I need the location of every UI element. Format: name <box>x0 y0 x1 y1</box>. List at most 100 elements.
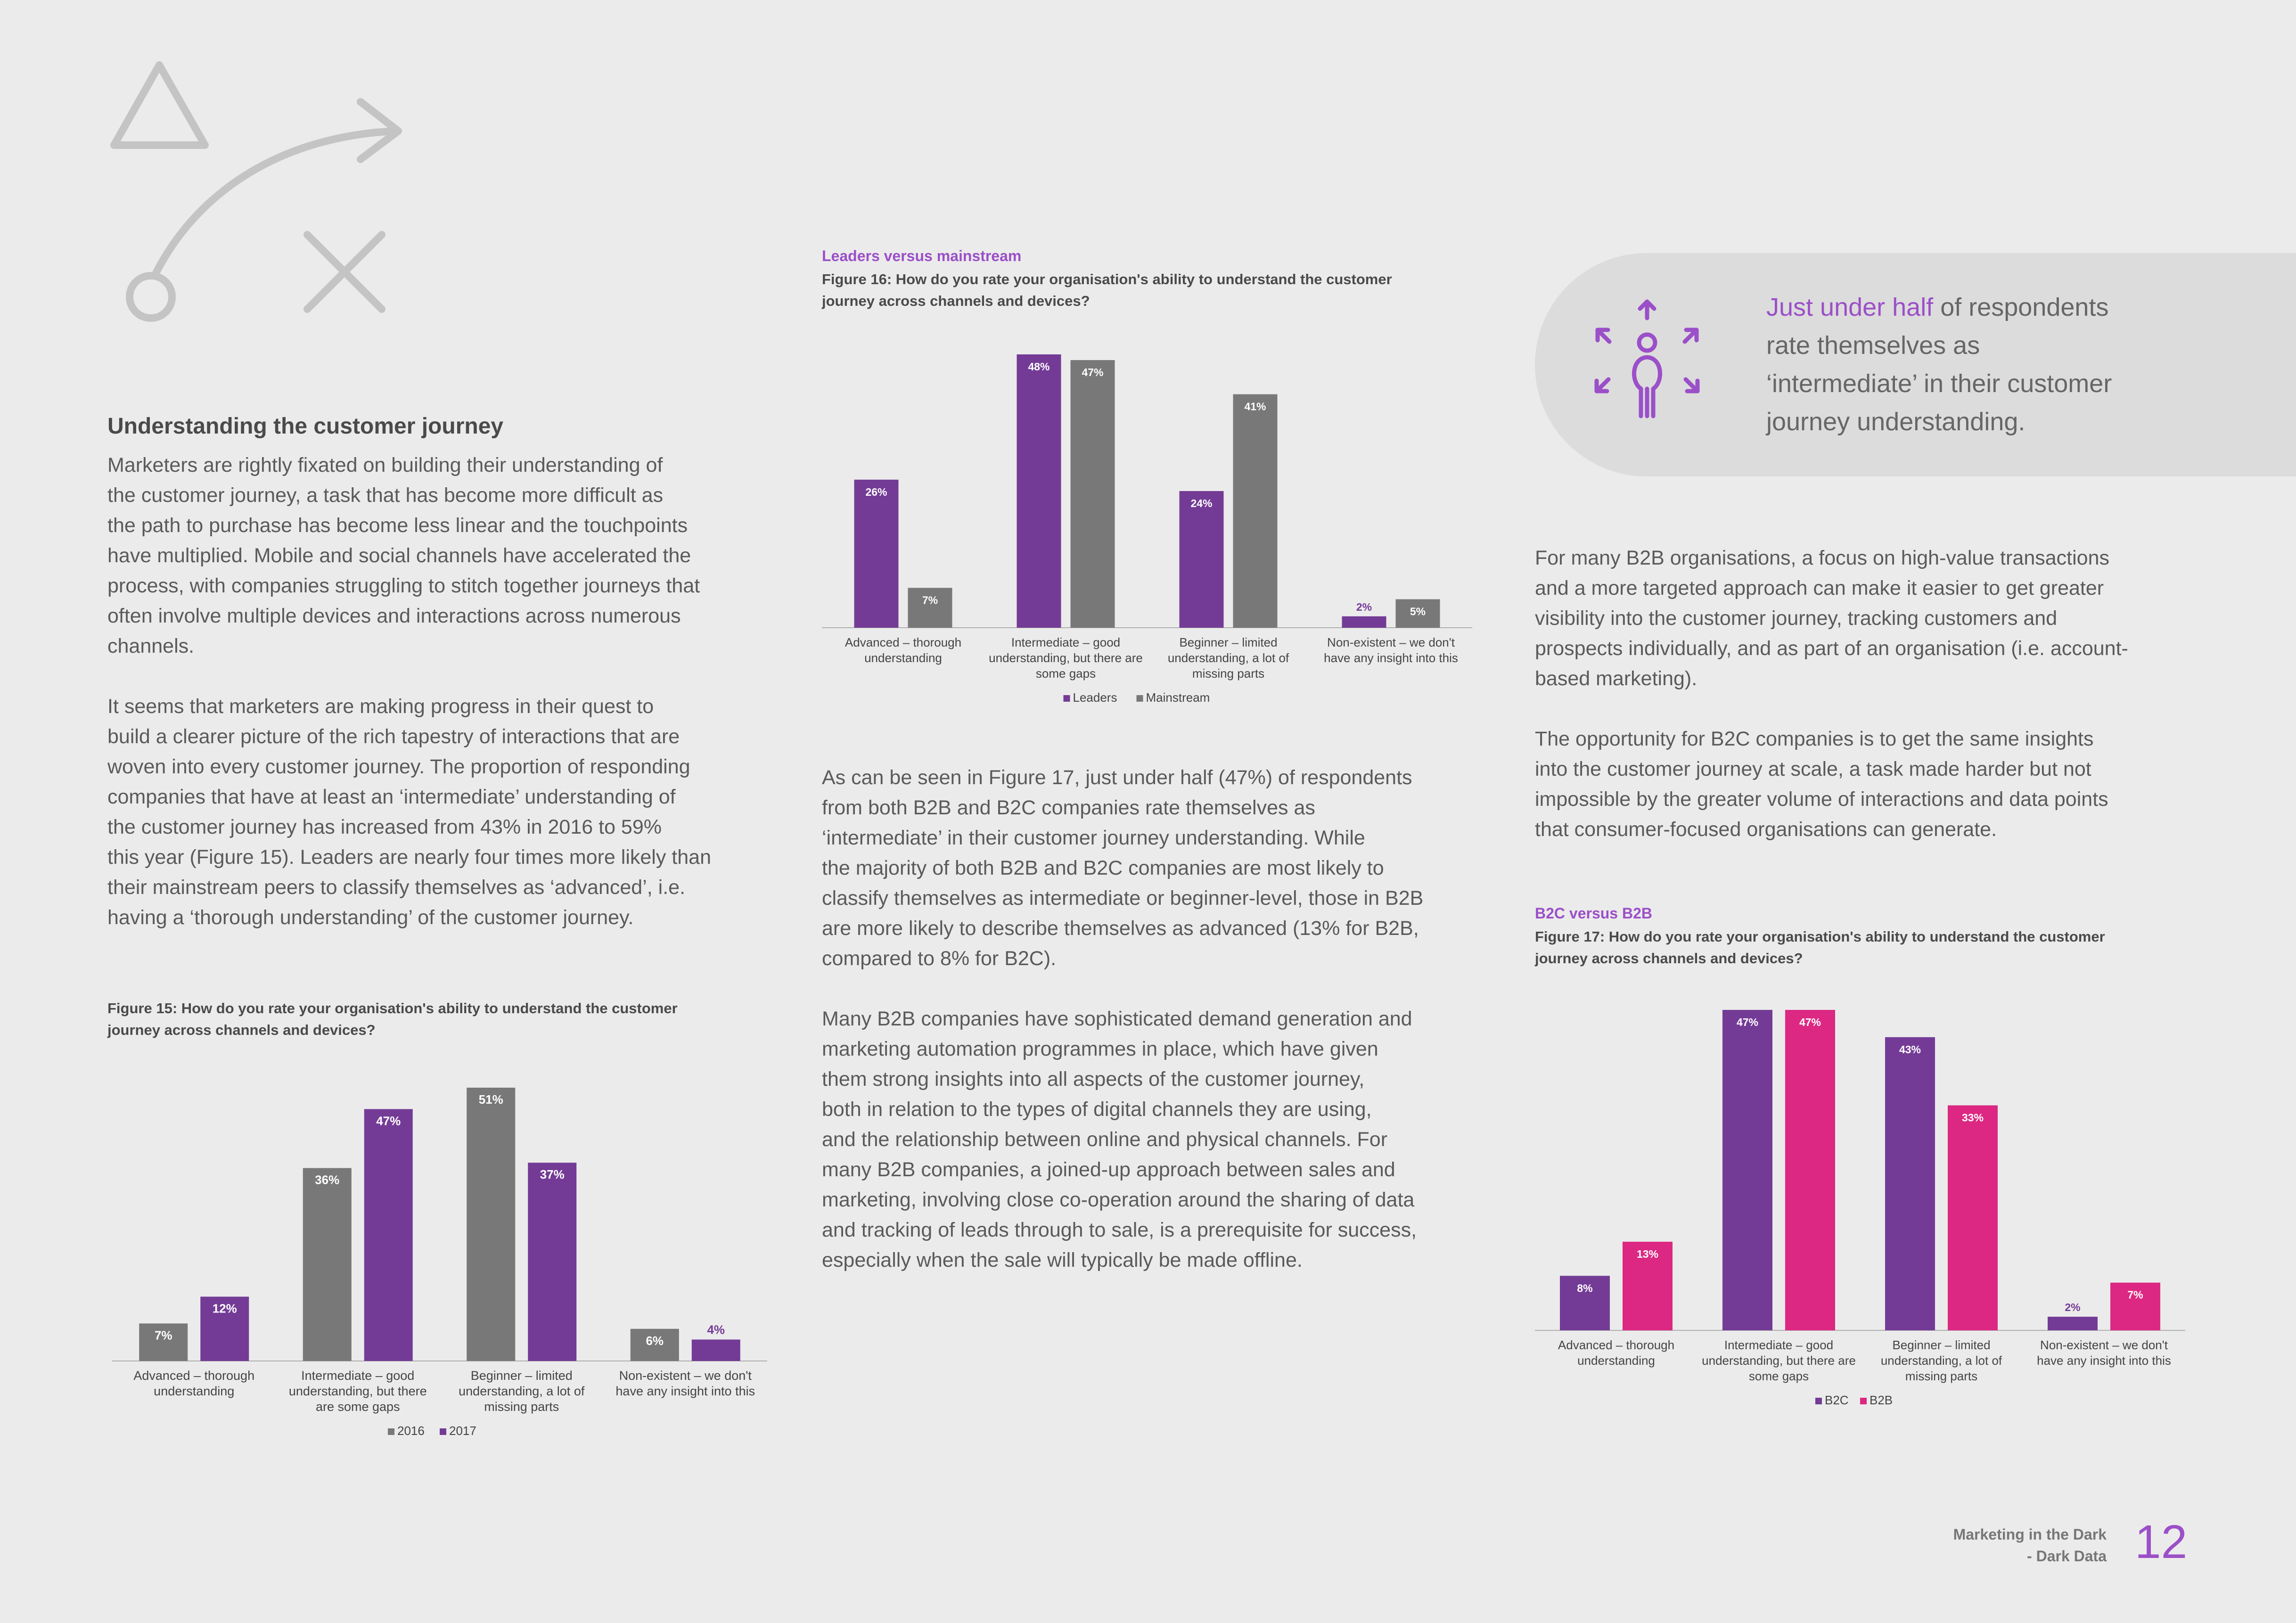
left-paragraph-2: It seems that marketers are making progr… <box>107 691 781 933</box>
callout-text: Just under half of respondents rate them… <box>1766 288 2261 441</box>
bar-leaders-1 <box>854 479 899 628</box>
data-label: 26% <box>865 486 887 498</box>
text-line: and a more targeted approach can make it… <box>1535 577 2104 599</box>
category-label: understanding <box>154 1384 234 1398</box>
left-paragraphs: Marketers are rightly fixated on buildin… <box>107 450 781 963</box>
bar-mainstream-1 <box>908 588 952 628</box>
text-line: this year (Figure 15). Leaders are nearl… <box>107 846 711 869</box>
bar-b2c-2 <box>1722 1010 1772 1330</box>
text-line: The opportunity for B2C companies is to … <box>1535 728 2094 750</box>
text-line: the majority of both B2B and B2C compani… <box>822 857 1384 879</box>
callout-line-3: ‘intermediate’ in their customer <box>1766 369 2112 398</box>
text-line: based marketing). <box>1535 667 1697 690</box>
data-label: 33% <box>1962 1112 1984 1124</box>
footer-title-line-1: Marketing in the Dark <box>1953 1526 2107 1543</box>
text-line: the customer journey, a task that has be… <box>107 484 664 507</box>
legend-label-2017: 2017 <box>449 1424 476 1438</box>
data-label: 47% <box>376 1114 401 1128</box>
fig17-caption-line: journey across channels and devices? <box>1535 950 1803 967</box>
category-label: some gaps <box>1036 666 1096 680</box>
text-line: compared to 8% for B2C). <box>822 947 1057 970</box>
text-line: especially when the sale will typically … <box>822 1249 1303 1271</box>
text-line: into the customer journey at scale, a ta… <box>1535 758 2091 780</box>
legend-swatch-b2c <box>1815 1398 1822 1404</box>
page-number: 12 <box>2135 1516 2188 1568</box>
data-label: 41% <box>1244 401 1266 413</box>
text-line: often involve multiple devices and inter… <box>107 605 681 627</box>
bar-2017-4 <box>691 1339 740 1361</box>
category-label: Beginner – limited <box>471 1369 573 1383</box>
category-label: Non-existent – we don't <box>1327 635 1455 649</box>
text-line: and the relationship between online and … <box>822 1128 1388 1151</box>
category-label: are some gaps <box>316 1400 400 1414</box>
bar-2016-4 <box>630 1328 679 1361</box>
fig16-caption-line: Figure 16: How do you rate your organisa… <box>822 271 1392 287</box>
category-label: Advanced – thorough <box>133 1369 254 1383</box>
text-line: the customer journey has increased from … <box>107 816 662 838</box>
fig17-caption: Figure 17: How do you rate your organisa… <box>1535 926 2195 969</box>
callout-line-1-rest: of respondents <box>1933 293 2109 321</box>
bar-mainstream-4 <box>1395 599 1440 628</box>
bar-b2c-3 <box>1885 1037 1935 1330</box>
bar-leaders-2 <box>1017 354 1061 628</box>
category-label: understanding, but there <box>289 1384 427 1398</box>
category-label: missing parts <box>1192 666 1264 680</box>
section-heading: Understanding the customer journey <box>107 414 504 439</box>
text-line: many B2B companies, a joined-up approach… <box>822 1158 1395 1181</box>
fig15-chart: 7% 12% Advanced – thorough understanding 36%… <box>107 1051 777 1456</box>
text-line: their mainstream peers to classify thems… <box>107 876 686 899</box>
legend-swatch-leaders <box>1063 695 1070 702</box>
legend-swatch-2017 <box>440 1428 446 1435</box>
fig17-chart: 8% 13% Advanced – thorough understanding 47%… <box>1535 990 2195 1414</box>
text-line: are more likely to describe themselves a… <box>822 917 1419 940</box>
text-line: them strong insights into all aspects of… <box>822 1068 1365 1090</box>
legend-swatch-2016 <box>388 1428 394 1435</box>
text-line: woven into every customer journey. The p… <box>107 755 690 778</box>
data-label: 5% <box>1410 606 1426 618</box>
right-paragraph-2: The opportunity for B2C companies is to … <box>1535 724 2204 844</box>
category-label: understanding <box>1577 1353 1655 1368</box>
text-line: process, with companies struggling to st… <box>107 574 700 597</box>
bar-2017-2 <box>364 1109 413 1361</box>
data-label: 13% <box>1637 1248 1658 1260</box>
left-paragraph-1: Marketers are rightly fixated on buildin… <box>107 450 781 661</box>
fig16-caption: Figure 16: How do you rate your organisa… <box>822 269 1482 312</box>
callout-line-4: journey understanding. <box>1766 408 2025 436</box>
legend-label-leaders: Leaders <box>1073 690 1117 705</box>
bar-2016-2 <box>303 1168 352 1361</box>
middle-paragraph-1: As can be seen in Figure 17, just under … <box>822 762 1491 974</box>
data-label: 7% <box>2127 1289 2143 1301</box>
category-label: understanding, a lot of <box>1881 1353 2002 1368</box>
category-label: Non-existent – we don't <box>2040 1338 2168 1352</box>
text-line: have multiplied. Mobile and social chann… <box>107 544 691 567</box>
legend-label-2016: 2016 <box>397 1424 425 1438</box>
fig16-chart: 26% 7% Advanced – thorough understanding 48%… <box>822 330 1482 707</box>
category-label: Non-existent – we don't <box>619 1369 752 1383</box>
text-line: impossible by the greater volume of inte… <box>1535 788 2108 811</box>
fig16-subtitle: Leaders versus mainstream <box>822 247 1022 264</box>
legend-swatch-mainstream <box>1136 695 1143 702</box>
text-line: both in relation to the types of digital… <box>822 1098 1372 1121</box>
legend-label-mainstream: Mainstream <box>1146 690 1210 705</box>
text-line: Many B2B companies have sophisticated de… <box>822 1008 1412 1030</box>
data-label: 7% <box>922 594 938 606</box>
fig15-caption: Figure 15: How do you rate your organisa… <box>107 998 777 1041</box>
bar-b2b-3 <box>1948 1105 1998 1330</box>
legend-swatch-b2b <box>1860 1398 1867 1404</box>
data-label: 4% <box>707 1323 725 1337</box>
fig17-caption-line: Figure 17: How do you rate your organisa… <box>1535 928 2105 945</box>
text-line: marketing, involving close co-operation … <box>822 1189 1415 1211</box>
category-label: have any insight into this <box>1324 651 1458 665</box>
middle-paragraph-2: Many B2B companies have sophisticated de… <box>822 1004 1491 1275</box>
text-line: It seems that marketers are making progr… <box>107 695 654 718</box>
category-label: Beginner – limited <box>1892 1338 1990 1352</box>
text-line: from both B2B and B2C companies rate the… <box>822 796 1315 819</box>
category-label: understanding, a lot of <box>459 1384 585 1398</box>
callout-line-1: Just under half of respondents <box>1766 288 2261 327</box>
callout-line-2: rate themselves as <box>1766 331 1980 360</box>
category-label: missing parts <box>1905 1369 1977 1383</box>
fig15-caption-line: journey across channels and devices? <box>107 1022 376 1038</box>
bar-b2c-4 <box>2048 1317 2098 1330</box>
category-label: have any insight into this <box>615 1384 755 1398</box>
text-line: having a ‘thorough understanding’ of the… <box>107 906 634 929</box>
